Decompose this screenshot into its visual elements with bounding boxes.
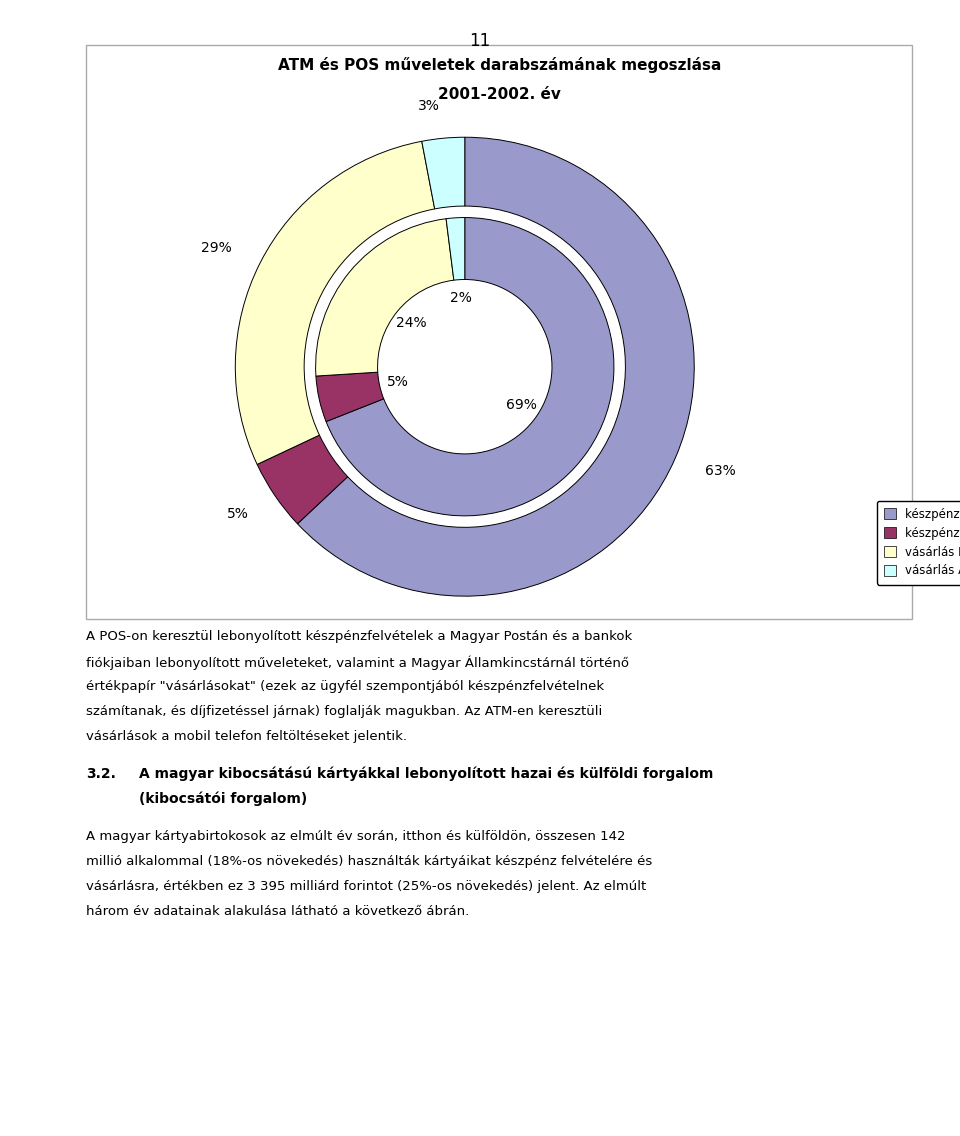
Wedge shape bbox=[446, 218, 465, 281]
Wedge shape bbox=[421, 137, 465, 209]
Text: A magyar kártyabirtokosok az elmúlt év során, itthon és külföldön, összesen 142: A magyar kártyabirtokosok az elmúlt év s… bbox=[86, 830, 626, 843]
Text: fiókjaiban lebonyolított műveleteket, valamint a Magyar Államkincstárnál történő: fiókjaiban lebonyolított műveleteket, va… bbox=[86, 655, 630, 670]
Text: számítanak, és díjfizetéssel járnak) foglalják magukban. Az ATM-en keresztüli: számítanak, és díjfizetéssel járnak) fog… bbox=[86, 705, 603, 718]
Text: ATM és POS műveletek darabszámának megoszlása: ATM és POS műveletek darabszámának megos… bbox=[277, 57, 721, 73]
Text: értékpapír "vásárlásokat" (ezek az ügyfél szempontjából készpénzfelvételnek: értékpapír "vásárlásokat" (ezek az ügyfé… bbox=[86, 680, 605, 693]
Text: millió alkalommal (18%-os növekedés) használták kártyáikat készpénz felvételére : millió alkalommal (18%-os növekedés) has… bbox=[86, 855, 653, 868]
Text: 3%: 3% bbox=[419, 99, 441, 114]
Text: vásárlások a mobil telefon feltöltéseket jelentik.: vásárlások a mobil telefon feltöltéseket… bbox=[86, 730, 407, 743]
Text: 3.2.: 3.2. bbox=[86, 767, 116, 780]
Wedge shape bbox=[298, 137, 694, 596]
Text: 5%: 5% bbox=[227, 507, 249, 520]
Text: A POS-on keresztül lebonyolított készpénzfelvételek a Magyar Postán és a bankok: A POS-on keresztül lebonyolított készpén… bbox=[86, 630, 633, 643]
Text: három év adatainak alakulása látható a következő ábrán.: három év adatainak alakulása látható a k… bbox=[86, 905, 469, 918]
Wedge shape bbox=[316, 219, 454, 376]
Wedge shape bbox=[235, 141, 435, 465]
Wedge shape bbox=[316, 373, 384, 421]
Text: (kibocsátói forgalom): (kibocsátói forgalom) bbox=[139, 792, 307, 807]
Text: 24%: 24% bbox=[396, 316, 427, 329]
Text: 2001-2002. év: 2001-2002. év bbox=[438, 86, 561, 102]
Text: 2%: 2% bbox=[449, 291, 471, 304]
Text: 69%: 69% bbox=[506, 399, 538, 412]
Text: 63%: 63% bbox=[705, 463, 735, 477]
Text: vásárlásra, értékben ez 3 395 milliárd forintot (25%-os növekedés) jelent. Az el: vásárlásra, értékben ez 3 395 milliárd f… bbox=[86, 880, 647, 893]
Text: 29%: 29% bbox=[201, 241, 231, 254]
Text: 5%: 5% bbox=[387, 375, 409, 389]
Text: 11: 11 bbox=[469, 32, 491, 50]
Wedge shape bbox=[326, 218, 614, 516]
Text: A magyar kibocsátású kártyákkal lebonyolított hazai és külföldi forgalom: A magyar kibocsátású kártyákkal lebonyol… bbox=[139, 767, 713, 782]
Legend: készpénzfelvétel ATM-en, készpénzfelvétel POS-on, vásárlás POS-on, vásárlás ATM-: készpénzfelvétel ATM-en, készpénzfelvéte… bbox=[876, 501, 960, 585]
Wedge shape bbox=[257, 435, 348, 524]
